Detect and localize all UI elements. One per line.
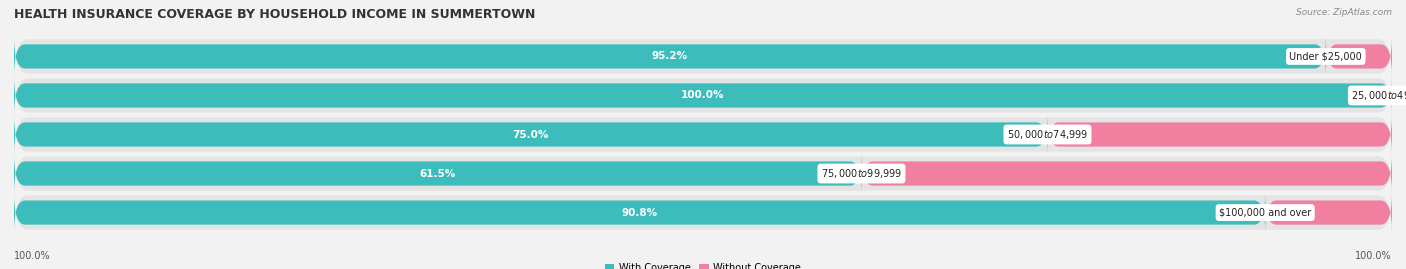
FancyBboxPatch shape — [1326, 37, 1392, 76]
Text: $75,000 to $99,999: $75,000 to $99,999 — [821, 167, 903, 180]
Text: $50,000 to $74,999: $50,000 to $74,999 — [1007, 128, 1088, 141]
Text: 61.5%: 61.5% — [419, 169, 456, 179]
FancyBboxPatch shape — [862, 154, 1392, 193]
Text: $25,000 to $49,999: $25,000 to $49,999 — [1351, 89, 1406, 102]
FancyBboxPatch shape — [14, 152, 1392, 195]
Text: 100.0%: 100.0% — [14, 251, 51, 261]
Text: Under $25,000: Under $25,000 — [1289, 51, 1362, 61]
FancyBboxPatch shape — [14, 191, 1392, 234]
Text: 95.2%: 95.2% — [652, 51, 688, 61]
FancyBboxPatch shape — [14, 74, 1392, 117]
FancyBboxPatch shape — [14, 113, 1392, 156]
Text: $100,000 and over: $100,000 and over — [1219, 208, 1312, 218]
FancyBboxPatch shape — [14, 193, 1265, 232]
Text: 100.0%: 100.0% — [682, 90, 724, 100]
FancyBboxPatch shape — [1265, 193, 1392, 232]
FancyBboxPatch shape — [14, 115, 1047, 154]
Text: 100.0%: 100.0% — [1355, 251, 1392, 261]
Text: 90.8%: 90.8% — [621, 208, 658, 218]
FancyBboxPatch shape — [14, 37, 1326, 76]
FancyBboxPatch shape — [14, 76, 1392, 115]
FancyBboxPatch shape — [14, 35, 1392, 78]
FancyBboxPatch shape — [1047, 115, 1392, 154]
FancyBboxPatch shape — [14, 154, 862, 193]
Text: Source: ZipAtlas.com: Source: ZipAtlas.com — [1296, 8, 1392, 17]
Text: 75.0%: 75.0% — [513, 129, 548, 140]
Legend: With Coverage, Without Coverage: With Coverage, Without Coverage — [605, 263, 801, 269]
Text: HEALTH INSURANCE COVERAGE BY HOUSEHOLD INCOME IN SUMMERTOWN: HEALTH INSURANCE COVERAGE BY HOUSEHOLD I… — [14, 8, 536, 21]
